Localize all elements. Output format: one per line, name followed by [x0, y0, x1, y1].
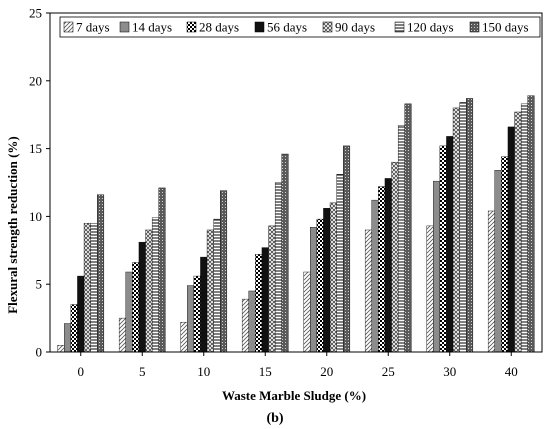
bar-56-days-15 — [261, 247, 269, 353]
x-tick-label: 15 — [259, 364, 272, 379]
bar-120-days-0 — [90, 222, 98, 353]
bar-90-days-30 — [452, 107, 460, 353]
legend-swatch-120-days — [394, 21, 405, 33]
bar-90-days-0 — [83, 222, 91, 353]
x-tick-label: 20 — [320, 364, 333, 379]
bar-28-days-30 — [439, 145, 447, 353]
bar-90-days-10 — [206, 229, 214, 353]
bar-56-days-20 — [323, 208, 331, 353]
bar-14-days-40 — [494, 170, 502, 353]
x-tick-label: 0 — [78, 364, 85, 379]
x-tick-label: 40 — [505, 364, 518, 379]
bar-150-days-5 — [158, 187, 166, 353]
y-axis-title: Flexural strength reduction (%) — [5, 136, 20, 314]
legend-swatch-150-days — [469, 21, 480, 33]
bar-120-days-25 — [397, 125, 405, 353]
legend-swatch-90-days — [322, 21, 333, 33]
bar-150-days-30 — [466, 98, 474, 353]
bar-120-days-20 — [336, 174, 344, 353]
bar-7-days-40 — [487, 210, 495, 353]
bar-150-days-25 — [404, 103, 412, 353]
bar-56-days-25 — [384, 178, 392, 353]
bar-28-days-25 — [378, 186, 386, 353]
legend-label-14-days: 14 days — [132, 20, 172, 35]
bar-56-days-10 — [200, 256, 208, 353]
bar-7-days-30 — [426, 225, 434, 353]
bar-56-days-30 — [446, 136, 454, 353]
legend: 7 days 14 days 28 days 56 days 90 days 120 da… — [59, 16, 541, 38]
bar-150-days-10 — [220, 190, 228, 353]
legend-box — [59, 16, 541, 38]
bar-150-days-40 — [527, 95, 535, 353]
bar-14-days-20 — [310, 227, 318, 353]
bar-150-days-15 — [281, 153, 289, 353]
bar-28-days-40 — [501, 156, 509, 353]
legend-label-150-days: 150 days — [482, 20, 529, 35]
legend-swatch-28-days — [186, 21, 197, 33]
bar-28-days-15 — [255, 254, 263, 353]
bar-28-days-0 — [70, 304, 78, 353]
bar-90-days-20 — [329, 202, 337, 353]
y-tick-label: 25 — [29, 6, 42, 21]
bar-120-days-40 — [520, 103, 528, 353]
y-tick-label: 10 — [29, 209, 42, 224]
bar-14-days-30 — [433, 180, 441, 353]
legend-swatch-56-days — [254, 21, 265, 33]
bar-90-days-5 — [145, 229, 153, 353]
y-tick-label: 0 — [36, 345, 43, 360]
bar-150-days-20 — [343, 145, 351, 353]
bar-150-days-0 — [97, 194, 105, 353]
bar-7-days-25 — [364, 229, 372, 353]
bar-28-days-5 — [132, 262, 140, 353]
bar-120-days-10 — [213, 218, 221, 353]
x-tick-label: 25 — [382, 364, 395, 379]
x-tick-label: 30 — [443, 364, 456, 379]
figure-caption: (b) — [266, 411, 283, 426]
bar-120-days-5 — [151, 217, 159, 353]
legend-label-90-days: 90 days — [335, 20, 375, 35]
legend-label-7-days: 7 days — [76, 20, 110, 35]
x-axis-title: Waste Marble Sludge (%) — [222, 388, 366, 403]
bar-90-days-40 — [514, 111, 522, 353]
bar-7-days-5 — [118, 317, 126, 353]
bar-14-days-0 — [64, 323, 72, 353]
legend-swatch-14-days — [119, 21, 130, 33]
bar-56-days-0 — [77, 275, 85, 353]
y-tick-label: 15 — [29, 141, 42, 156]
bar-7-days-20 — [303, 271, 311, 353]
bar-7-days-15 — [241, 298, 249, 353]
y-tick-label: 5 — [36, 277, 43, 292]
plot-frame — [49, 12, 543, 353]
bar-56-days-40 — [507, 126, 515, 353]
bar-14-days-5 — [125, 271, 133, 353]
bar-7-days-0 — [57, 345, 65, 353]
bar-14-days-10 — [187, 285, 195, 353]
bars-layer — [57, 95, 535, 353]
bar-90-days-15 — [268, 225, 276, 353]
legend-label-56-days: 56 days — [267, 20, 307, 35]
axes-layer: 0 5 10 15 20 25 0 5 10 15 20 25 30 40 — [29, 6, 543, 379]
bar-120-days-30 — [459, 102, 467, 353]
legend-label-28-days: 28 days — [199, 20, 239, 35]
bar-28-days-20 — [316, 218, 324, 353]
bar-7-days-10 — [180, 321, 188, 353]
bar-14-days-25 — [371, 199, 379, 353]
bar-120-days-15 — [274, 182, 282, 353]
x-tick-label: 10 — [197, 364, 210, 379]
bar-28-days-10 — [193, 275, 201, 353]
y-tick-label: 20 — [29, 73, 42, 88]
legend-swatch-7-days — [63, 21, 74, 33]
legend-label-120-days: 120 days — [407, 20, 454, 35]
x-tick-label: 5 — [139, 364, 146, 379]
bar-14-days-15 — [248, 290, 256, 353]
bar-90-days-25 — [391, 161, 399, 353]
bar-56-days-5 — [138, 241, 146, 353]
